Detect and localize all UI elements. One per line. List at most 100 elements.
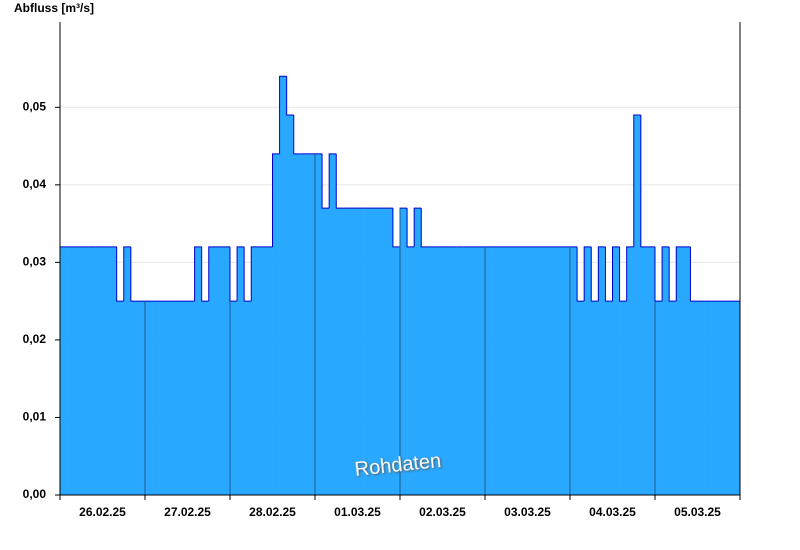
area-step	[109, 246, 117, 495]
area-step	[633, 115, 642, 495]
area-step	[400, 208, 408, 495]
step-line	[321, 153, 330, 209]
area-step	[88, 246, 96, 495]
area-step	[697, 301, 705, 495]
area-step	[732, 301, 741, 495]
area-step	[307, 153, 316, 495]
area-step	[534, 246, 542, 495]
step-line	[604, 246, 613, 302]
step-line	[293, 115, 301, 155]
area-step	[662, 246, 670, 495]
step-line	[328, 153, 337, 209]
area-step	[244, 301, 252, 495]
area-step	[95, 246, 103, 495]
step-line	[576, 246, 585, 302]
area-step	[449, 246, 457, 495]
area-step	[81, 246, 89, 495]
area-step	[548, 246, 557, 495]
step-line	[612, 246, 620, 302]
area-step	[527, 246, 535, 495]
area-step	[506, 246, 514, 495]
area-step	[541, 246, 550, 495]
area-step	[130, 301, 139, 495]
area-step	[116, 301, 125, 495]
x-tick-label: 01.03.25	[334, 505, 381, 519]
area-step	[463, 246, 472, 495]
area-step	[414, 208, 422, 495]
area-step	[265, 246, 273, 495]
area-step	[166, 301, 174, 495]
area-step	[513, 246, 521, 495]
area-step	[230, 301, 238, 495]
area-step	[215, 246, 224, 495]
area-step	[222, 246, 231, 495]
area-step	[640, 246, 649, 495]
area-step	[371, 208, 380, 495]
step-line	[229, 246, 238, 302]
step-line	[619, 246, 627, 302]
area-step	[470, 246, 479, 495]
area-step	[485, 246, 493, 495]
area-step	[74, 246, 82, 495]
area-step	[570, 246, 578, 495]
area-step	[187, 301, 195, 495]
step-line	[208, 246, 216, 302]
area-step	[152, 301, 160, 495]
step-line	[130, 246, 138, 302]
x-tick-label: 03.03.25	[504, 505, 551, 519]
area-step	[137, 301, 146, 495]
step-line	[335, 153, 344, 209]
area-step	[718, 301, 727, 495]
step-line	[654, 246, 663, 302]
step-line	[279, 75, 287, 154]
area-step	[237, 246, 245, 495]
area-step	[180, 301, 188, 495]
y-tick-label: 0,03	[23, 255, 47, 269]
area-step	[428, 246, 436, 495]
area-step	[145, 301, 153, 495]
area-step	[159, 301, 167, 495]
area-step	[392, 246, 401, 495]
area-step	[407, 246, 415, 495]
step-line	[250, 246, 259, 302]
step-line	[392, 208, 400, 248]
area-step	[272, 153, 280, 495]
area-step	[173, 301, 181, 495]
area-step	[562, 246, 571, 495]
area-step	[336, 208, 344, 495]
area-step	[123, 246, 132, 495]
area-step	[456, 246, 465, 495]
area-step	[60, 246, 68, 495]
step-line	[406, 208, 415, 248]
area-step	[477, 246, 486, 495]
area-step	[647, 246, 656, 495]
x-tick-label: 28.02.25	[249, 505, 296, 519]
area-step	[364, 208, 372, 495]
step-line	[194, 246, 202, 302]
step-line	[597, 246, 606, 302]
area-step	[357, 208, 365, 495]
y-axis-label: Abfluss [m³/s]	[14, 1, 94, 15]
x-tick-label: 26.02.25	[79, 505, 126, 519]
step-line	[689, 246, 698, 302]
area-step	[385, 208, 394, 495]
area-step	[683, 246, 691, 495]
area-step	[725, 301, 734, 495]
y-tick-label: 0,02	[23, 332, 47, 346]
area-step	[293, 153, 302, 495]
step-line	[583, 246, 592, 302]
area-step	[598, 246, 606, 495]
step-line	[590, 246, 599, 302]
area-step	[619, 301, 627, 495]
area-step	[286, 115, 295, 495]
area-step	[584, 246, 592, 495]
area-step	[442, 246, 450, 495]
area-step	[201, 301, 210, 495]
area-step	[520, 246, 528, 495]
area-step	[421, 246, 429, 495]
area-step	[704, 301, 712, 495]
area-step	[605, 301, 613, 495]
area-step	[626, 246, 635, 495]
step-line	[675, 246, 684, 302]
